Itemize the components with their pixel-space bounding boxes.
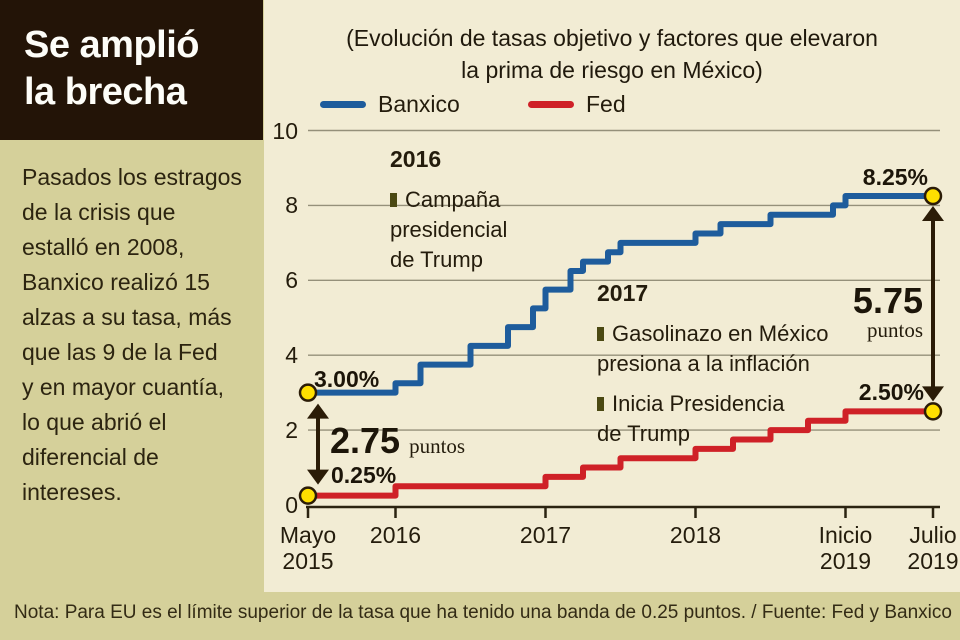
sidebar-paragraph-line: que las 9 de la Fed (22, 339, 218, 365)
banxico-line-swatch-icon (320, 100, 366, 108)
x-axis-label-line: 2019 (907, 548, 959, 574)
gap-arrow-2015-up-arrowhead-icon (307, 403, 329, 419)
banxico-start-dot (298, 383, 318, 402)
annotation-2017-item-presidencia: Inicia Presidencia de Trump (597, 389, 828, 449)
fed-start-dot (298, 486, 318, 505)
x-axis-label: Julio 2019 (878, 522, 960, 574)
gap-arrow-2019-down-arrowhead-icon (922, 386, 944, 402)
annotation-2017-year: 2017 (597, 280, 649, 306)
bullet-square-icon (597, 327, 604, 341)
rate-gap-2019-label: 5.75 puntos (803, 280, 923, 343)
sidebar-paragraph-line: de la crisis que (22, 199, 176, 225)
banxico-start-rate-label: 3.00% (314, 366, 380, 392)
annotation-text-line: de Trump (390, 247, 483, 272)
x-axis-label-line: Mayo (279, 522, 337, 548)
banxico-end-rate-label: 8.25% (862, 164, 928, 190)
annotation-2017-item-gasolinazo: Gasolinazo en México presiona a la infla… (597, 319, 828, 379)
sidebar-paragraph-line: Banxico realizó 15 (22, 269, 210, 295)
x-axis-label-line: 2015 (282, 548, 334, 574)
chart-title-line-1: (Evolución de tasas objetivo y factores … (346, 25, 878, 51)
sidebar-paragraph-line: y en mayor cuantía, (22, 374, 224, 400)
fed-end-rate-label: 2.50% (858, 379, 924, 405)
sidebar-paragraph-line: lo que abrió el (22, 409, 167, 435)
y-axis-label: 2 (285, 417, 298, 444)
annotation-2016-item: Campaña presidencial de Trump (390, 185, 507, 275)
headline-line-2: la brecha (24, 71, 187, 113)
headline-line-1: Se amplió (24, 24, 200, 66)
y-axis-label: 10 (272, 117, 298, 144)
sidebar-paragraph-line: Pasados los estragos (22, 164, 242, 190)
legend-label-banxico: Banxico (378, 90, 460, 117)
sidebar-paragraph: Pasados los estragos de la crisis que esta… (22, 160, 264, 510)
bullet-square-icon (597, 397, 604, 411)
gap-2015-value: 2.75 (330, 420, 401, 461)
x-axis-label: 2016 (341, 522, 451, 548)
annotation-text-line: Inicia Presidencia (612, 391, 785, 416)
gap-2019-value: 5.75 (852, 280, 923, 321)
annotation-text-line: presidencial (390, 217, 508, 242)
x-axis-label-line: Inicio (818, 522, 873, 548)
sidebar-paragraph-line: intereses. (22, 479, 122, 505)
headline-box: Se amplió la brecha (0, 0, 263, 140)
legend-label-fed: Fed (586, 90, 626, 117)
y-axis-label: 0 (285, 492, 298, 518)
legend-item-fed: Fed (528, 90, 626, 117)
x-axis-label: Mayo 2015 (253, 522, 363, 574)
annotation-2016: 2016 Campaña presidencial de Trump (390, 146, 507, 285)
note-source-text: Nota: Para EU es el límite superior de l… (14, 602, 952, 623)
x-axis-label-line: 2018 (669, 522, 722, 548)
bullet-square-icon (390, 193, 397, 207)
x-axis-label-line: Julio (909, 522, 957, 548)
sidebar-paragraph-line: diferencial de (22, 444, 159, 470)
y-axis-label: 8 (285, 192, 298, 219)
y-axis-label: 4 (285, 342, 298, 369)
gap-2019-unit: puntos (866, 318, 923, 342)
banxico-end-dot (923, 186, 943, 206)
gap-arrow-2019-up-arrowhead-icon (922, 206, 944, 222)
annotation-text-line: Campaña (405, 187, 501, 212)
y-axis-label: 6 (285, 267, 298, 294)
fed-end-dot (923, 402, 943, 421)
annotation-2017: 2017 Gasolinazo en México presiona a la … (597, 280, 828, 459)
x-axis-label-line: 2019 (819, 548, 872, 574)
sidebar-paragraph-line: estalló en 2008, (22, 234, 185, 260)
gap-arrow-2015-down-arrowhead-icon (307, 469, 329, 485)
x-axis-label: Inicio 2019 (791, 522, 901, 574)
x-axis-label-line: 2017 (519, 522, 572, 548)
legend-item-banxico: Banxico (320, 90, 460, 117)
annotation-2016-year: 2016 (390, 146, 442, 172)
fed-line-swatch-icon (528, 100, 574, 108)
chart-title-line-2: la prima de riesgo en México) (461, 57, 763, 83)
rate-gap-2015-label: 2.75 puntos (330, 420, 466, 461)
fed-start-rate-label: 0.25% (331, 462, 397, 488)
annotation-text-line: de Trump (597, 421, 690, 446)
x-axis-label-line: 2016 (369, 522, 422, 548)
chart-title: (Evolución de tasas objetivo y factores … (264, 22, 960, 86)
x-axis-label: 2017 (491, 522, 601, 548)
annotation-text-line: Gasolinazo en México (612, 321, 829, 346)
gap-2015-unit: puntos (409, 434, 466, 458)
headline-title: Se amplió la brecha (24, 22, 200, 116)
sidebar-paragraph-line: alzas a su tasa, más (22, 304, 232, 330)
annotation-text-line: presiona a la inflación (597, 351, 810, 376)
x-axis-label: 2018 (641, 522, 751, 548)
banxico-step-line (308, 193, 933, 396)
fed-step-line (308, 408, 933, 499)
